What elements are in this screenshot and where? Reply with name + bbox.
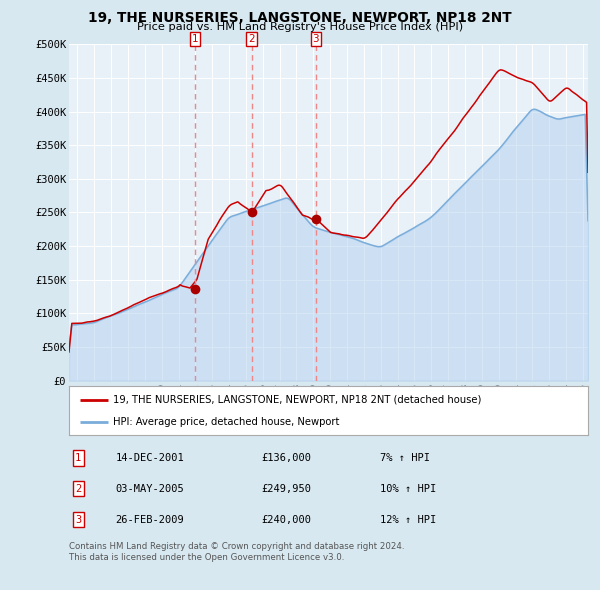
Text: 2: 2 bbox=[75, 484, 82, 494]
Text: 3: 3 bbox=[75, 514, 82, 525]
Text: 2: 2 bbox=[248, 34, 255, 44]
Text: £249,950: £249,950 bbox=[261, 484, 311, 494]
Text: Contains HM Land Registry data © Crown copyright and database right 2024.: Contains HM Land Registry data © Crown c… bbox=[69, 542, 404, 550]
Text: 03-MAY-2005: 03-MAY-2005 bbox=[116, 484, 184, 494]
Text: 19, THE NURSERIES, LANGSTONE, NEWPORT, NP18 2NT (detached house): 19, THE NURSERIES, LANGSTONE, NEWPORT, N… bbox=[113, 395, 481, 405]
Text: £240,000: £240,000 bbox=[261, 514, 311, 525]
Text: 26-FEB-2009: 26-FEB-2009 bbox=[116, 514, 184, 525]
Text: Price paid vs. HM Land Registry's House Price Index (HPI): Price paid vs. HM Land Registry's House … bbox=[137, 22, 463, 32]
Text: 19, THE NURSERIES, LANGSTONE, NEWPORT, NP18 2NT: 19, THE NURSERIES, LANGSTONE, NEWPORT, N… bbox=[88, 11, 512, 25]
Text: 3: 3 bbox=[313, 34, 319, 44]
Text: 7% ↑ HPI: 7% ↑ HPI bbox=[380, 453, 430, 463]
Text: 1: 1 bbox=[191, 34, 198, 44]
Text: 1: 1 bbox=[75, 453, 82, 463]
Text: 12% ↑ HPI: 12% ↑ HPI bbox=[380, 514, 437, 525]
Text: HPI: Average price, detached house, Newport: HPI: Average price, detached house, Newp… bbox=[113, 417, 340, 427]
Text: 14-DEC-2001: 14-DEC-2001 bbox=[116, 453, 184, 463]
Text: £136,000: £136,000 bbox=[261, 453, 311, 463]
Text: This data is licensed under the Open Government Licence v3.0.: This data is licensed under the Open Gov… bbox=[69, 553, 344, 562]
Text: 10% ↑ HPI: 10% ↑ HPI bbox=[380, 484, 437, 494]
